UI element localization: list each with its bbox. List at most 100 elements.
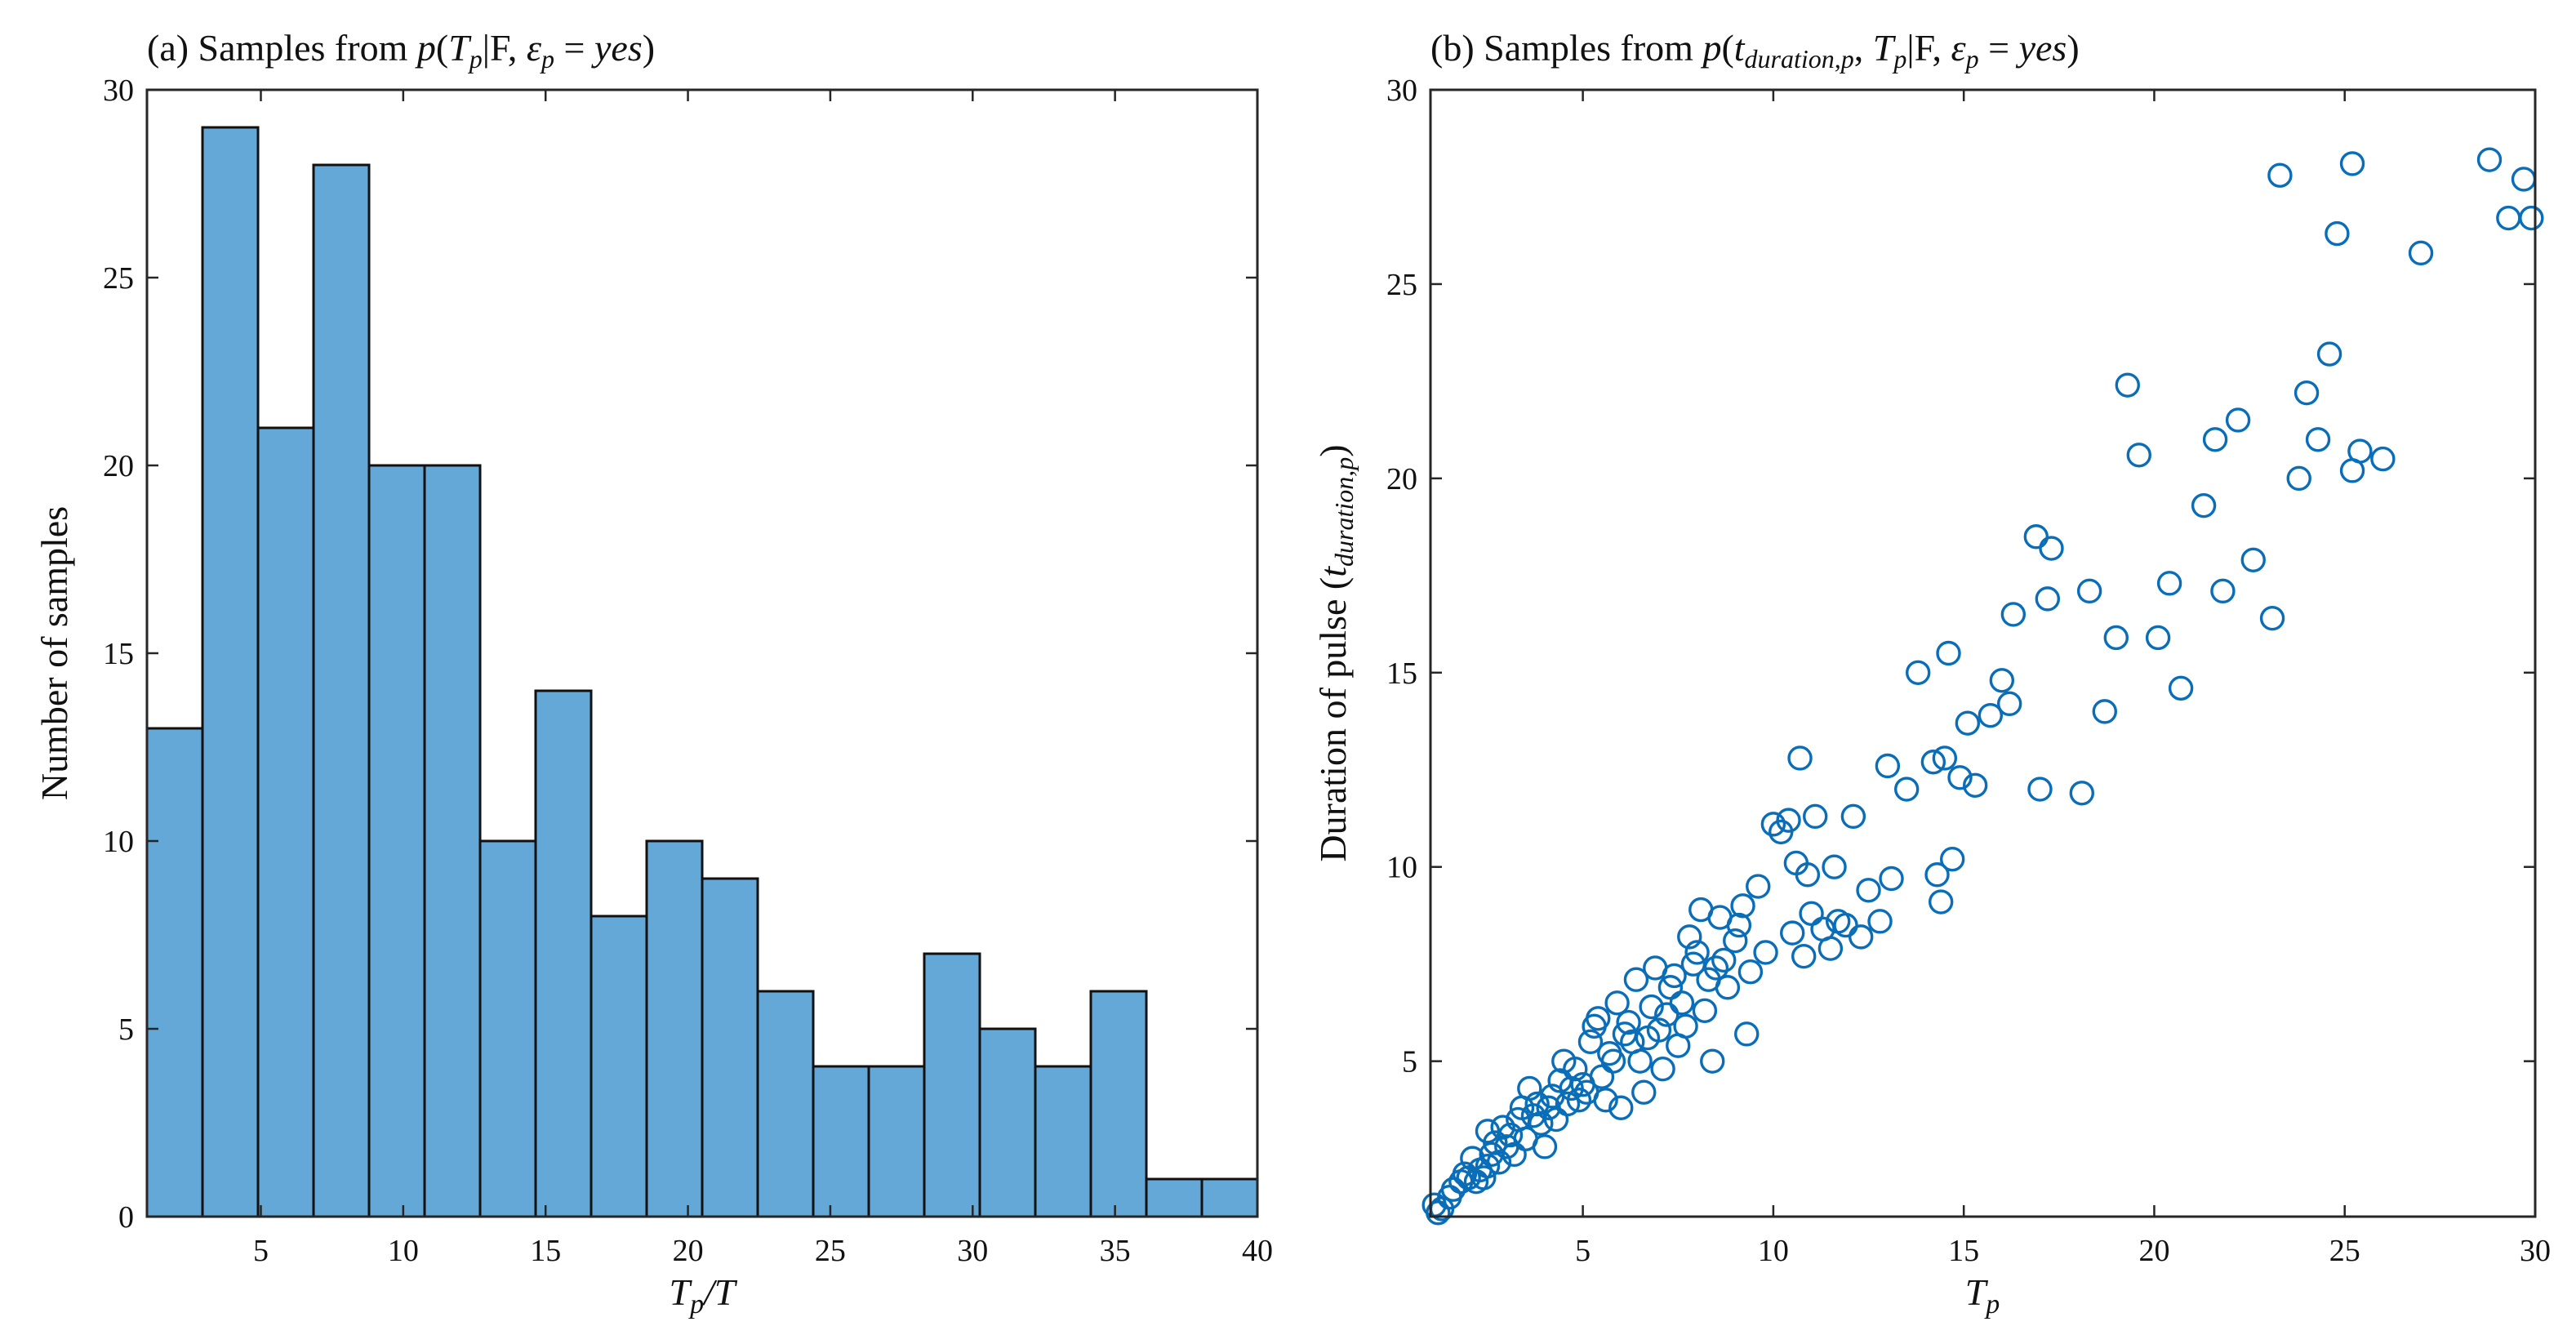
scatter-point — [1586, 1006, 1611, 1031]
histogram-x-tick-label: 10 — [388, 1234, 419, 1268]
histogram-bar — [1034, 1065, 1092, 1218]
histogram-y-tick-label: 0 — [118, 1200, 134, 1235]
scatter-point — [2145, 625, 2171, 651]
scatter-point — [1563, 1056, 1588, 1082]
scatter-point — [2126, 443, 2151, 468]
scatter-point — [1780, 920, 1805, 946]
scatter-point — [2000, 602, 2027, 627]
scatter-point — [1726, 912, 1752, 938]
scatter-x-axis-label: Tp — [1965, 1271, 2000, 1320]
scatter-y-tick-label: 10 — [1386, 851, 1417, 885]
scatter-point — [1996, 691, 2022, 717]
scatter-ticks: 5 10 15 20 25 30 5 10 15 20 25 30 — [1386, 73, 2551, 1268]
scatter-point — [1608, 1095, 1634, 1120]
scatter-point — [1760, 812, 1786, 837]
scatter-point — [1730, 893, 1755, 919]
histogram-y-tick-label: 10 — [103, 825, 134, 859]
scatter-point — [1920, 750, 1946, 775]
scatter-point — [1791, 943, 1817, 969]
scatter-point — [2168, 675, 2194, 701]
scatter-point — [1924, 862, 1950, 888]
scatter-y-tick-label: 25 — [1386, 268, 1417, 302]
histogram-y-tick-label: 15 — [103, 637, 134, 671]
scatter-point — [2023, 524, 2049, 550]
scatter-point — [1623, 967, 1649, 992]
scatter-point — [1803, 803, 1828, 830]
scatter-point — [2519, 205, 2544, 231]
scatter-point — [1680, 951, 1706, 977]
histogram-ticks: 5 10 15 20 25 30 35 40 0 5 10 15 20 25 30 — [103, 73, 1273, 1268]
histogram-bar — [756, 990, 815, 1218]
scatter-point — [2408, 240, 2434, 266]
scatter-y-tick-label: 15 — [1386, 656, 1417, 691]
scatter-x-tick-label: 5 — [1575, 1234, 1591, 1268]
scatter-point — [1662, 963, 1687, 989]
scatter-point — [2069, 781, 2095, 806]
scatter-point — [1692, 998, 1718, 1023]
histogram-bar — [256, 426, 315, 1218]
scatter-point — [2191, 492, 2217, 518]
histogram-x-tick-label: 25 — [815, 1234, 846, 1268]
histogram-y-tick-label: 20 — [103, 449, 134, 483]
scatter-point — [1939, 847, 1965, 872]
scatter-point — [1822, 854, 1847, 879]
histogram-x-tick-label: 20 — [673, 1234, 704, 1268]
scatter-point — [1840, 803, 1866, 830]
scatter-point — [1989, 668, 2015, 693]
scatter-point — [1555, 1091, 1581, 1117]
histogram-x-tick-label: 35 — [1100, 1234, 1131, 1268]
scatter-point — [1483, 1130, 1508, 1155]
scatter-point — [2316, 341, 2342, 367]
scatter-point — [1947, 765, 1973, 790]
histogram-bar — [367, 464, 426, 1218]
scatter-point — [1600, 1048, 1626, 1074]
histogram-bars — [145, 126, 1259, 1218]
scatter-point — [2076, 578, 2102, 604]
scatter-point — [2103, 625, 2129, 651]
scatter-point — [1627, 1048, 1653, 1074]
scatter-point — [1776, 808, 1801, 833]
scatter-point — [1737, 959, 1764, 985]
histogram-bar — [923, 952, 981, 1218]
scatter-point — [1673, 1013, 1698, 1039]
scatter-point — [1684, 940, 1710, 965]
scatter-point — [2267, 162, 2293, 188]
scatter-point — [1795, 862, 1821, 888]
scatter-axes-frame — [1429, 88, 2537, 1218]
histogram-x-tick-label: 5 — [253, 1234, 269, 1268]
scatter-point — [1593, 1088, 1618, 1113]
scatter-point — [2259, 605, 2285, 631]
scatter-point — [1524, 1091, 1550, 1117]
histogram-panel: (a) Samples from p(Tp|F, εp = yes) 5 10 15… — [33, 27, 1273, 1320]
scatter-point — [1711, 947, 1737, 973]
scatter-point — [2225, 407, 2251, 433]
scatter-point — [2035, 586, 2061, 612]
scatter-point — [1833, 912, 1858, 938]
scatter-point — [1566, 1088, 1592, 1113]
histogram-x-axis-label: Tp/T — [670, 1271, 738, 1320]
scatter-point — [1849, 924, 1874, 950]
scatter-panel: (b) Samples from p(tduration,p, Tp|F, εp… — [1312, 27, 2551, 1320]
scatter-point — [1893, 777, 1920, 802]
scatter-point — [2339, 151, 2365, 176]
scatter-point — [2347, 438, 2373, 464]
scatter-points — [1421, 147, 2544, 1226]
scatter-point — [2325, 220, 2350, 247]
scatter-point — [1471, 1165, 1497, 1190]
histogram-bar — [1089, 990, 1148, 1218]
scatter-point — [1517, 1075, 1542, 1101]
scatter-point — [1955, 710, 1981, 736]
scatter-point — [1875, 753, 1901, 779]
scatter-point — [1787, 745, 1813, 771]
histogram-y-axis-label: Number of samples — [33, 506, 75, 800]
histogram-bar — [478, 839, 537, 1218]
scatter-point — [1723, 928, 1748, 954]
scatter-x-tick-label: 20 — [2138, 1234, 2169, 1268]
histogram-bar — [867, 1065, 926, 1218]
scatter-point — [1700, 1048, 1725, 1074]
scatter-point — [1532, 1134, 1558, 1159]
scatter-point — [1475, 1153, 1501, 1179]
scatter-y-tick-label: 20 — [1386, 462, 1417, 496]
scatter-point — [2202, 427, 2228, 452]
scatter-point — [1703, 955, 1729, 981]
